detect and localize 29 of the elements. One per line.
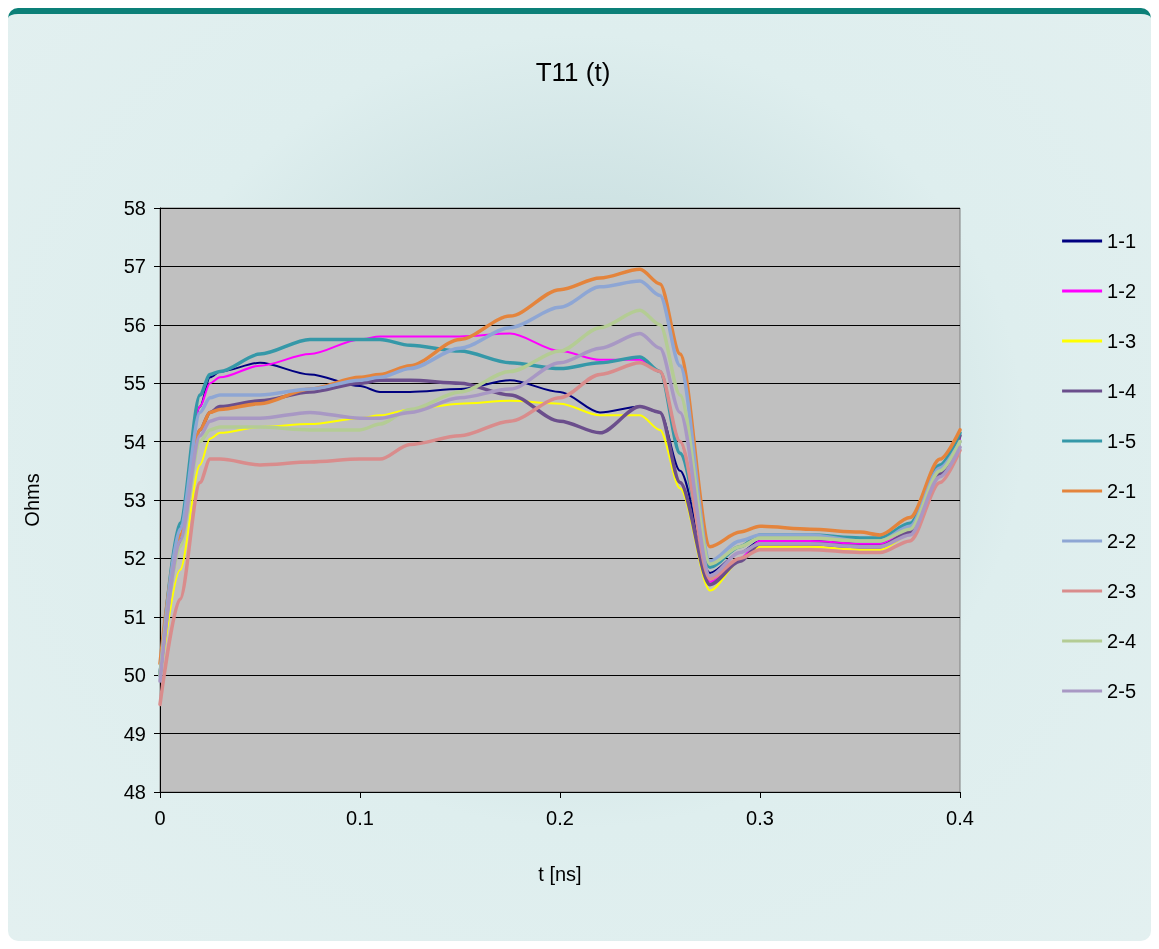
legend-label: 2-4: [1107, 630, 1136, 652]
y-tick-label: 50: [123, 664, 146, 687]
y-tick-label: 57: [123, 255, 146, 278]
x-tick-label: 0: [154, 807, 166, 829]
x-tick-label: 0.4: [946, 807, 974, 829]
x-tick-label: 0.1: [346, 807, 374, 829]
legend-label: 2-5: [1107, 680, 1136, 702]
y-tick-label: 48: [123, 781, 146, 803]
y-tick-label: 54: [123, 430, 146, 453]
legend-label: 2-2: [1107, 530, 1136, 552]
y-axis-title: Ohms: [21, 473, 43, 527]
y-tick-label: 52: [123, 547, 146, 570]
legend-label: 1-3: [1107, 330, 1136, 352]
legend-label: 1-1: [1107, 230, 1136, 252]
y-tick-label: 49: [123, 722, 146, 745]
y-tick-label: 58: [123, 197, 146, 219]
legend-label: 1-4: [1107, 380, 1136, 402]
x-axis-title: t [ns]: [538, 863, 582, 885]
legend-label: 1-2: [1107, 280, 1136, 302]
y-tick-label: 51: [123, 605, 146, 628]
chart-title: T11 (t): [535, 57, 611, 87]
x-tick-label: 0.2: [546, 807, 574, 829]
legend-label: 1-5: [1107, 430, 1136, 452]
y-tick-label: 56: [123, 313, 146, 336]
legend-label: 2-3: [1107, 580, 1136, 602]
x-tick-label: 0.3: [746, 807, 774, 829]
y-tick-label: 55: [123, 372, 146, 395]
y-tick-label: 53: [123, 489, 146, 511]
legend-label: 2-1: [1107, 480, 1136, 502]
